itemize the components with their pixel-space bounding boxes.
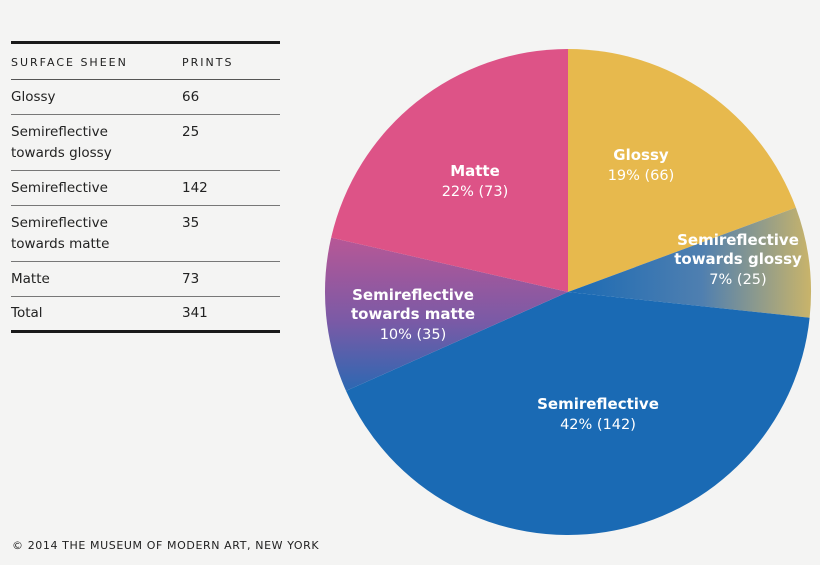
row-label: Semireflective towards matte xyxy=(11,205,182,262)
sheen-table-container: SURFACE SHEEN PRINTS Glossy 66 Semirefle… xyxy=(11,41,280,333)
table-row: Semireflective 142 xyxy=(11,170,280,206)
slice-value-label: 10% (35) xyxy=(380,327,447,343)
slice-value-label: 42% (142) xyxy=(560,417,636,433)
total-value: 341 xyxy=(182,305,208,321)
row-value: 142 xyxy=(182,170,280,206)
slice-value-label: 19% (66) xyxy=(608,168,675,184)
slice-semireflective-towards-glossy xyxy=(568,207,812,318)
slice-semireflective xyxy=(346,292,810,536)
row-label: Semireflective xyxy=(11,170,182,206)
table-bottom-rule xyxy=(11,330,280,333)
row-value: 25 xyxy=(182,114,280,171)
table-row: Glossy 66 xyxy=(11,80,280,115)
slice-value-label: 22% (73) xyxy=(442,184,509,200)
slice-name-label: Semireflective xyxy=(677,231,799,249)
slice-name-label: towards glossy xyxy=(674,250,802,268)
slice-semireflective-towards-matte xyxy=(324,237,568,391)
row-label: Semireflective towards glossy xyxy=(11,114,182,171)
table-top-rule xyxy=(11,41,280,44)
sheen-table: SURFACE SHEEN PRINTS Glossy 66 Semirefle… xyxy=(11,44,280,330)
slice-matte xyxy=(331,49,568,292)
slice-value-label: 7% (25) xyxy=(709,272,766,288)
slice-name-label: Semireflective xyxy=(352,286,474,304)
header-surface-sheen: SURFACE SHEEN xyxy=(11,56,128,69)
row-value: 66 xyxy=(182,80,280,115)
row-label: Glossy xyxy=(11,80,182,115)
table-row: Matte 73 xyxy=(11,261,280,297)
row-value: 35 xyxy=(182,205,280,262)
slice-name-label: Semireflective xyxy=(537,395,659,413)
slice-glossy xyxy=(568,49,796,292)
slice-name-label: Glossy xyxy=(613,146,669,164)
copyright-footer: © 2014 THE MUSEUM OF MODERN ART, NEW YOR… xyxy=(12,539,320,552)
table-header-row: SURFACE SHEEN PRINTS xyxy=(11,44,280,79)
row-value: 73 xyxy=(182,261,280,297)
header-prints: PRINTS xyxy=(182,56,234,69)
table-row: Semireflective towards matte 35 xyxy=(11,205,280,262)
row-label: Matte xyxy=(11,261,182,297)
total-label: Total xyxy=(11,305,43,321)
table-total-row: Total 341 xyxy=(11,297,280,331)
slice-name-label: Matte xyxy=(450,162,500,180)
table-row: Semireflective towards glossy 25 xyxy=(11,114,280,171)
slice-name-label: towards matte xyxy=(351,305,475,323)
